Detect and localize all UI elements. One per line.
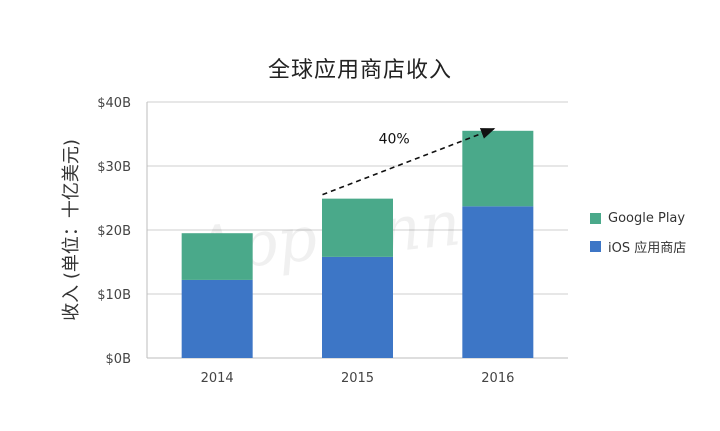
bar-google-play-2015 bbox=[322, 198, 393, 257]
x-tick-label: 2014 bbox=[201, 371, 234, 386]
y-tick-label: $40B bbox=[97, 96, 131, 111]
legend-item-google-play: Google Play bbox=[590, 211, 685, 226]
chart-title: 全球应用商店收入 bbox=[267, 58, 452, 83]
y-tick-label: $0B bbox=[106, 352, 131, 367]
y-tick-label: $10B bbox=[97, 288, 131, 303]
growth-label: 40% bbox=[379, 132, 410, 148]
legend-swatch-ios bbox=[590, 241, 601, 252]
bar-google-play-2014 bbox=[181, 233, 253, 280]
y-tick-label: $20B bbox=[97, 224, 131, 239]
bar-ios-2016 bbox=[462, 206, 534, 358]
x-tick-label: 2015 bbox=[341, 371, 374, 386]
bar-google-play-2016 bbox=[462, 130, 534, 207]
x-tick-label: 2016 bbox=[481, 371, 514, 386]
legend-label-ios: iOS 应用商店 bbox=[608, 241, 687, 256]
legend-label-google-play: Google Play bbox=[608, 211, 686, 226]
legend-item-ios: iOS 应用商店 bbox=[590, 237, 686, 256]
bar-ios-2015 bbox=[322, 256, 393, 358]
growth-arrow bbox=[322, 128, 496, 196]
legend-swatch-google-play bbox=[590, 213, 601, 224]
y-tick-label: $30B bbox=[97, 160, 131, 175]
y-axis-title: 收入 (单位：十亿美元) bbox=[61, 139, 82, 321]
bar-ios-2014 bbox=[181, 279, 253, 358]
